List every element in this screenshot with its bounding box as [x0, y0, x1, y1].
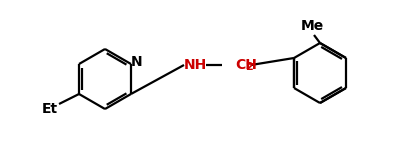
Text: Me: Me [300, 19, 324, 33]
Text: CH: CH [235, 58, 257, 72]
Text: NH: NH [183, 58, 207, 72]
Text: Et: Et [42, 102, 58, 116]
Text: N: N [131, 55, 143, 69]
Text: 2: 2 [245, 62, 253, 72]
